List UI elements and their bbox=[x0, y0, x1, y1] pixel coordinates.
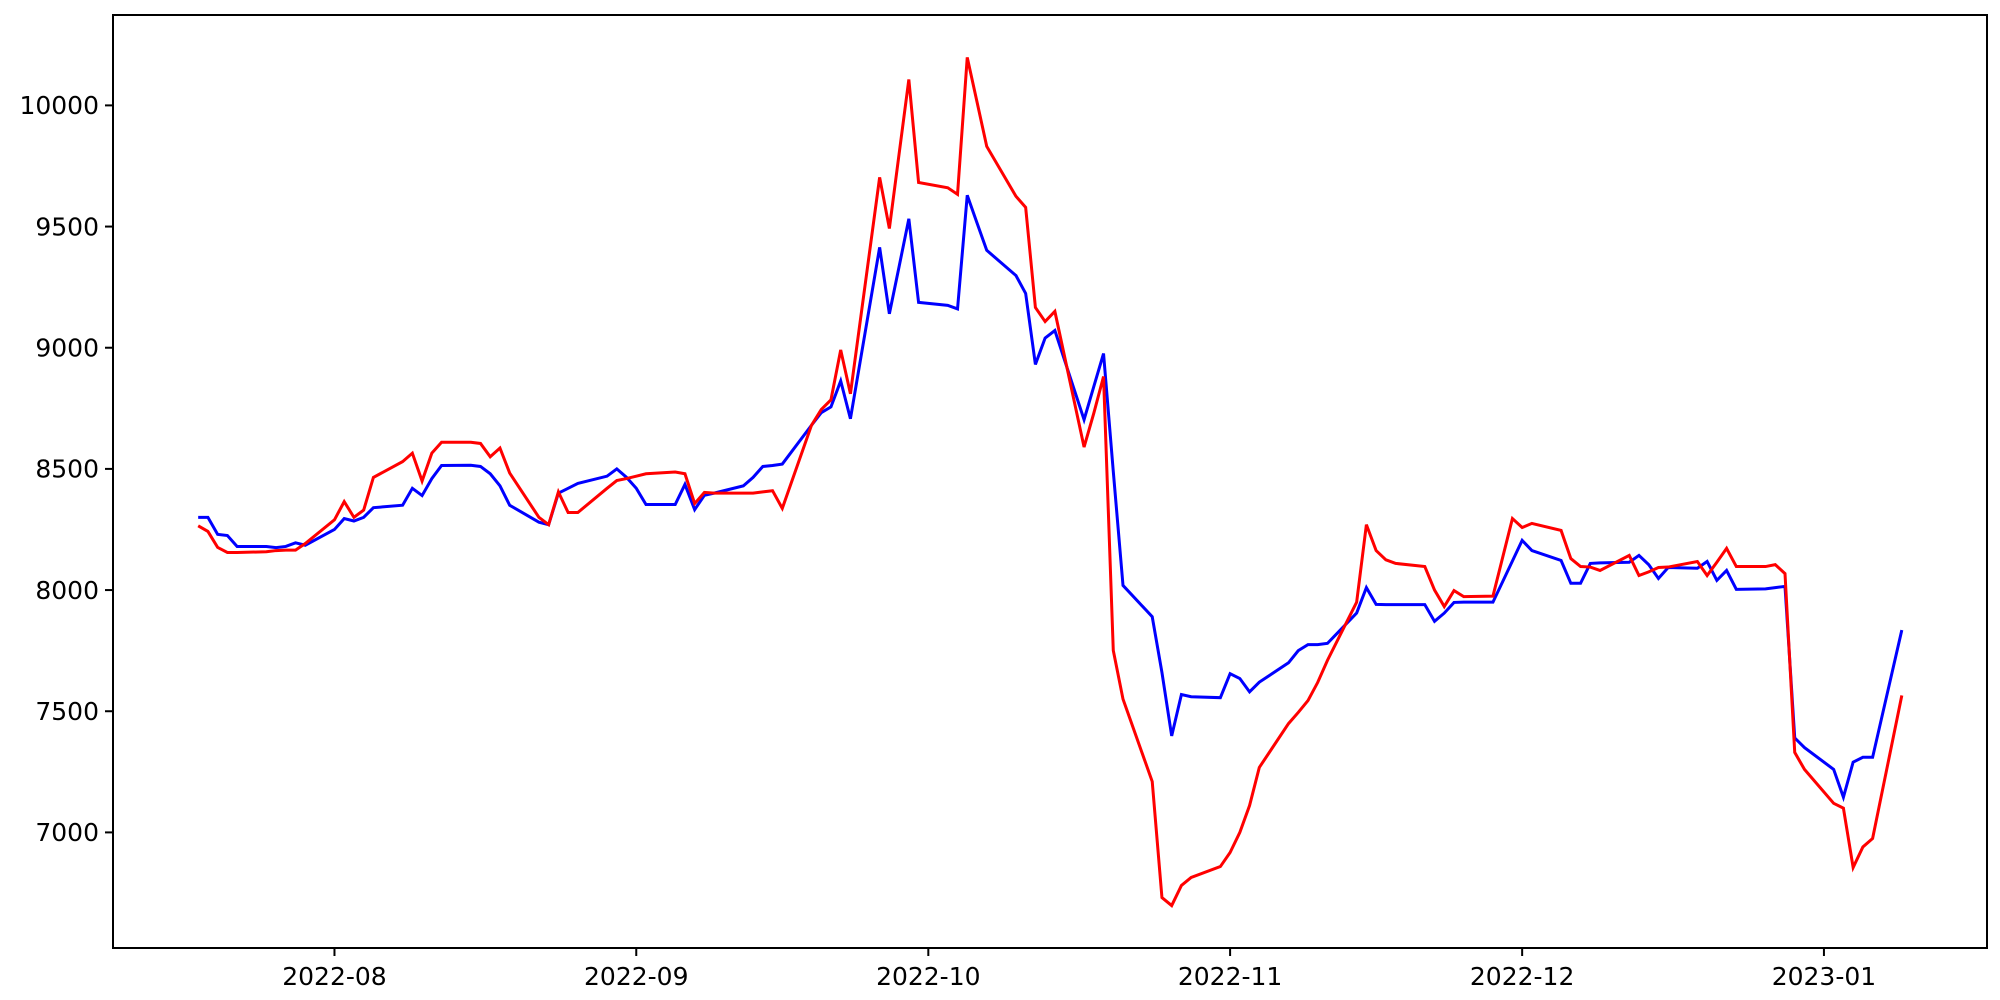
x-tick-label: 2022-09 bbox=[584, 962, 688, 991]
y-tick-label: 8000 bbox=[35, 576, 99, 605]
x-tick-label: 2022-12 bbox=[1470, 962, 1574, 991]
y-tick-label: 10000 bbox=[19, 91, 99, 120]
x-tick-label: 2022-11 bbox=[1178, 962, 1282, 991]
y-tick-label: 8500 bbox=[35, 455, 99, 484]
series-red-line bbox=[197, 57, 1904, 908]
y-tick-label: 7000 bbox=[35, 818, 99, 847]
x-tick-label: 2022-10 bbox=[876, 962, 980, 991]
y-tick-label: 9500 bbox=[35, 212, 99, 241]
series-blue-line bbox=[198, 194, 1904, 803]
x-tick-label: 2022-08 bbox=[282, 962, 386, 991]
y-tick-label: 9000 bbox=[35, 333, 99, 362]
y-tick-label: 7500 bbox=[35, 697, 99, 726]
plot-border bbox=[112, 14, 1988, 949]
x-tick-label: 2023-01 bbox=[1772, 962, 1876, 991]
